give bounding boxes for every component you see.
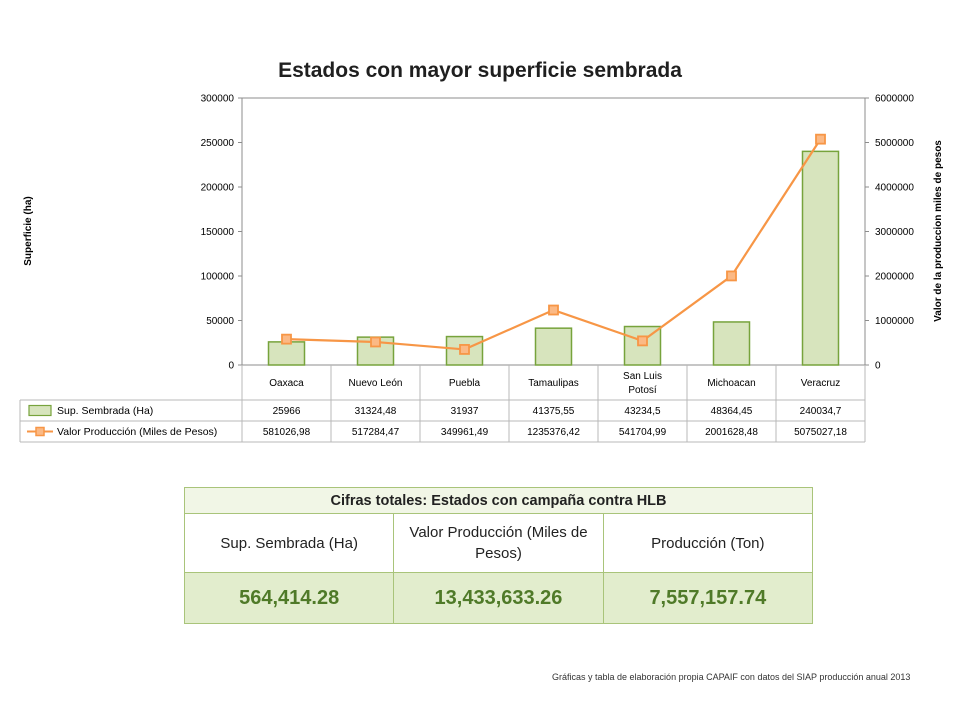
totals-value-production: 7,557,157.74 [602,572,814,624]
totals-title: Cifras totales: Estados con campaña cont… [184,487,813,514]
category-label: Michoacan [707,378,755,389]
bar [534,327,573,366]
line-point [548,304,559,316]
chart: Estados con mayor superficie sembrada 0 5… [19,59,944,443]
bar [267,341,306,366]
legend-bar-swatch [28,404,52,417]
line-point [281,333,292,345]
right-axis-tick-label: 3000000 [875,227,914,238]
totals-header-area: Sup. Sembrada (Ha) [183,513,395,573]
bar [712,321,751,366]
chart-title: Estados con mayor superficie sembrada [278,59,682,82]
category-label: Potosí [628,385,657,396]
data-label: 48364,45 [711,406,753,417]
legend-line-marker [35,426,45,437]
line-point [815,133,826,145]
data-label: 41375,55 [533,406,575,417]
category-label: San Luis [623,371,662,382]
data-table: Oaxaca Nuevo León Puebla Tamaulipas San Luis… [19,365,866,443]
data-label: 581026,98 [263,427,311,438]
totals-value-value: 13,433,633.26 [393,572,604,624]
totals-header-production: Producción (Ton) [602,513,814,573]
left-axis-tick-label: 200000 [201,183,235,194]
left-axis-tick-label: 250000 [201,138,235,149]
data-label: 517284,47 [352,427,400,438]
bar [356,336,395,366]
bar [801,150,840,366]
data-label: 541704,99 [619,427,667,438]
legend-bar-label: Sup. Sembrada (Ha) [57,405,153,417]
source-note: Gráficas y tabla de elaboración propia C… [552,672,911,682]
right-axis-tick-label: 1000000 [875,316,914,327]
right-axis: 0 1000000 2000000 3000000 4000000 5000000 6000… [865,94,914,372]
series-line [286,138,822,351]
left-axis-tick-label: 50000 [206,316,234,327]
data-label: 5075027,18 [794,427,847,438]
data-label: 25966 [273,406,301,417]
data-label: 2001628,48 [705,427,758,438]
right-axis-tick-label: 6000000 [875,94,914,105]
data-label: 31324,48 [355,406,397,417]
left-axis-tick-label: 0 [228,361,234,372]
line-point [637,335,648,347]
totals-value-area: 564,414.28 [183,572,395,624]
left-axis-label: Superficie (ha) [23,196,34,265]
data-label: 240034,7 [800,406,842,417]
left-axis-tick-label: 150000 [201,227,235,238]
right-axis-tick-label: 5000000 [875,138,914,149]
left-axis-tick-label: 300000 [201,94,235,105]
legend-line-label: Valor Producción (Miles de Pesos) [57,426,217,438]
right-axis-tick-label: 0 [875,361,881,372]
category-label: Oaxaca [269,378,304,389]
plot-area [241,97,866,366]
category-label: Nuevo León [349,378,403,389]
data-label: 43234,5 [624,406,661,417]
line-point [370,336,381,348]
line-point [726,270,737,282]
data-label: 349961,49 [441,427,489,438]
left-axis: 0 50000 100000 150000 200000 250000 300000 [201,94,242,372]
category-label: Puebla [449,378,481,389]
line-series [281,133,826,355]
data-label: 1235376,42 [527,427,580,438]
left-axis-tick-label: 100000 [201,272,235,283]
totals-table: Cifras totales: Estados con campaña cont… [183,487,814,624]
data-label: 31937 [451,406,479,417]
category-label: Tamaulipas [528,378,579,389]
right-axis-tick-label: 2000000 [875,272,914,283]
right-axis-tick-label: 4000000 [875,183,914,194]
right-axis-label: Valor de la produccion miles de pesos [933,140,944,322]
category-label: Veracruz [801,378,840,389]
line-point [459,344,470,355]
bar-series [267,150,840,366]
totals-header-value: Valor Producción (Miles de Pesos) [393,513,604,573]
